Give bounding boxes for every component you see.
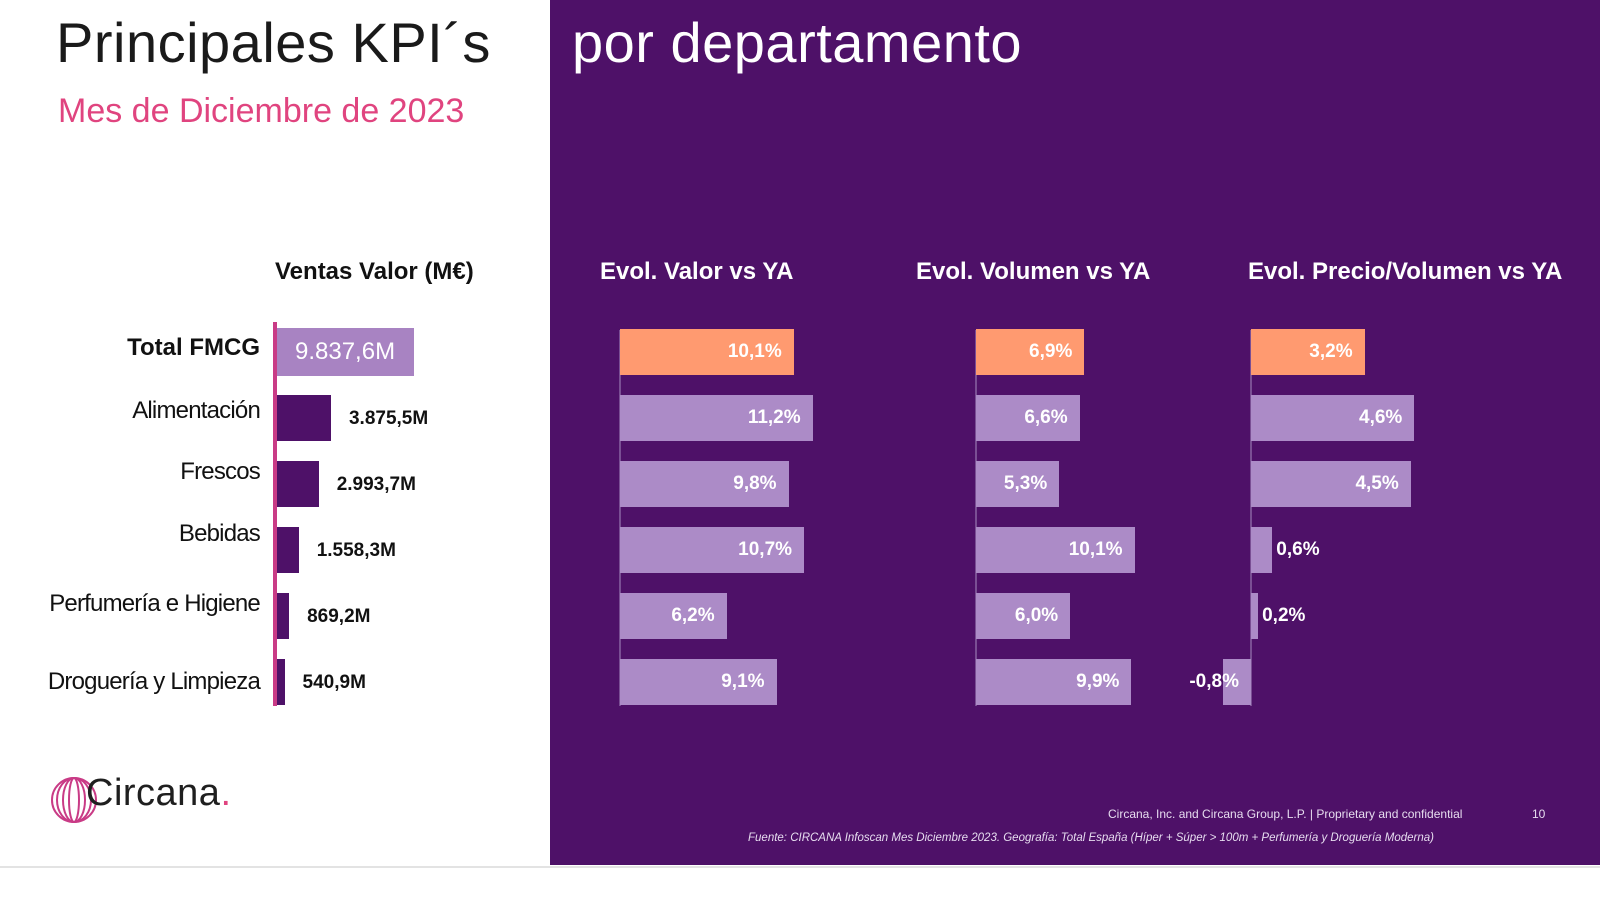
footer-rights: Circana, Inc. and Circana Group, L.P. | … <box>1108 807 1463 821</box>
ventas-bar-bebidas <box>277 527 299 573</box>
evol-precio-volumen-axis-line <box>1250 330 1252 706</box>
evol-precio-volumen-bar-perfumeria-e-higiene <box>1251 593 1259 639</box>
evol-valor-bar-alimentacion <box>620 395 813 441</box>
chart-title-ventas-valor: Ventas Valor (M€) <box>275 258 474 285</box>
ventas-axis-line <box>273 322 277 706</box>
evol-precio-volumen-bar-total-fmcg <box>1251 329 1365 375</box>
evol-volumen-bar-perfumeria-e-higiene <box>976 593 1071 639</box>
evol-precio-volumen-bar-bebidas <box>1251 527 1273 573</box>
chart-title-evol-precio-volumen: Evol. Precio/Volumen vs YA <box>1248 258 1563 285</box>
footer-page-number: 10 <box>1532 807 1546 821</box>
evol-volumen-bar-drogueria-y-limpieza <box>976 659 1132 705</box>
evol-precio-volumen-label-total-fmcg: 3,2% <box>1309 341 1353 362</box>
evol-volumen-bar-alimentacion <box>976 395 1080 441</box>
ventas-label-frescos: 2.993,7M <box>336 474 416 495</box>
ventas-label-perfumeria-e-higiene: 869,2M <box>307 606 371 627</box>
page-subtitle: Mes de Diciembre de 2023 <box>58 92 465 130</box>
ventas-bar-total-fmcg <box>277 328 414 376</box>
evol-precio-volumen-label-frescos: 4,5% <box>1355 473 1399 494</box>
circana-logo-dot: . <box>220 772 232 814</box>
evol-valor-label-alimentacion: 11,2% <box>747 407 801 428</box>
ventas-label-alimentacion: 3.875,5M <box>348 408 429 429</box>
evol-volumen-axis-line <box>975 330 977 706</box>
category-label-alimentacion: Alimentación <box>132 397 261 424</box>
footer-source: Fuente: CIRCANA Infoscan Mes Diciembre 2… <box>748 832 1434 844</box>
circana-logo-text: Circana. <box>86 772 232 815</box>
evol-precio-volumen-bar-alimentacion <box>1251 395 1415 441</box>
category-label-drogueria-limpieza: Droguería y Limpieza <box>47 668 261 695</box>
evol-volumen-label-frescos: 5,3% <box>1003 473 1048 494</box>
evol-volumen-label-alimentacion: 6,6% <box>1024 407 1068 428</box>
evol-valor-axis-line <box>619 330 621 706</box>
ventas-bar-perfumeria-e-higiene <box>277 593 290 639</box>
circana-logo-name: Circana <box>86 772 221 814</box>
chart-title-evol-volumen: Evol. Volumen vs YA <box>916 258 1151 285</box>
ventas-label-bebidas: 1.558,3M <box>316 540 396 561</box>
evol-volumen-label-total-fmcg: 6,9% <box>1029 341 1073 362</box>
evol-precio-volumen-label-perfumeria-e-higiene: 0,2% <box>1262 605 1306 626</box>
evol-precio-volumen-label-bebidas: 0,6% <box>1276 539 1320 560</box>
ventas-bar-frescos <box>277 461 319 507</box>
evol-valor-label-bebidas: 10,7% <box>738 539 793 560</box>
category-label-perfumeria-higiene: Perfumería e Higiene <box>49 590 261 617</box>
evol-valor-label-frescos: 9,8% <box>733 473 777 494</box>
evol-valor-label-total-fmcg: 10,1% <box>727 341 782 362</box>
evol-valor-bar-total-fmcg <box>620 329 794 375</box>
page-title-left: Principales KPI´s <box>56 11 491 74</box>
ventas-bar-drogueria-y-limpieza <box>277 659 285 705</box>
page-title-right: por departamento <box>572 11 1023 74</box>
evol-volumen-label-drogueria-y-limpieza: 9,9% <box>1076 671 1120 692</box>
evol-precio-volumen-bar-drogueria-y-limpieza <box>1222 659 1251 705</box>
evol-volumen-bar-frescos <box>976 461 1060 507</box>
evol-volumen-bar-bebidas <box>976 527 1135 573</box>
category-label-bebidas: Bebidas <box>178 520 261 547</box>
bottom-divider <box>0 866 1600 868</box>
evol-volumen-bar-total-fmcg <box>976 329 1085 375</box>
ventas-label-drogueria-y-limpieza: 540,9M <box>302 672 366 693</box>
ventas-label-total-fmcg: 9.837,6M <box>295 338 396 365</box>
evol-valor-bar-frescos <box>620 461 789 507</box>
evol-precio-volumen-bar-frescos <box>1251 461 1411 507</box>
evol-valor-label-drogueria-y-limpieza: 9,1% <box>721 671 765 692</box>
chart-title-evol-valor: Evol. Valor vs YA <box>600 258 794 285</box>
evol-valor-bar-perfumeria-e-higiene <box>620 593 727 639</box>
category-label-total-fmcg: Total FMCG <box>127 334 260 361</box>
evol-valor-label-perfumeria-e-higiene: 6,2% <box>671 605 715 626</box>
circana-logo: Circana. <box>50 770 250 830</box>
circana-logo-icon <box>51 777 97 823</box>
ventas-bar-alimentacion <box>277 395 331 441</box>
evol-valor-bar-drogueria-y-limpieza <box>620 659 777 705</box>
category-label-frescos: Frescos <box>180 458 261 485</box>
evol-precio-volumen-label-drogueria-y-limpieza: -0,8% <box>1189 671 1239 692</box>
evol-precio-volumen-label-alimentacion: 4,6% <box>1359 407 1403 428</box>
evol-volumen-label-perfumeria-e-higiene: 6,0% <box>1014 605 1059 626</box>
evol-valor-bar-bebidas <box>620 527 805 573</box>
evol-volumen-label-bebidas: 10,1% <box>1068 539 1123 560</box>
